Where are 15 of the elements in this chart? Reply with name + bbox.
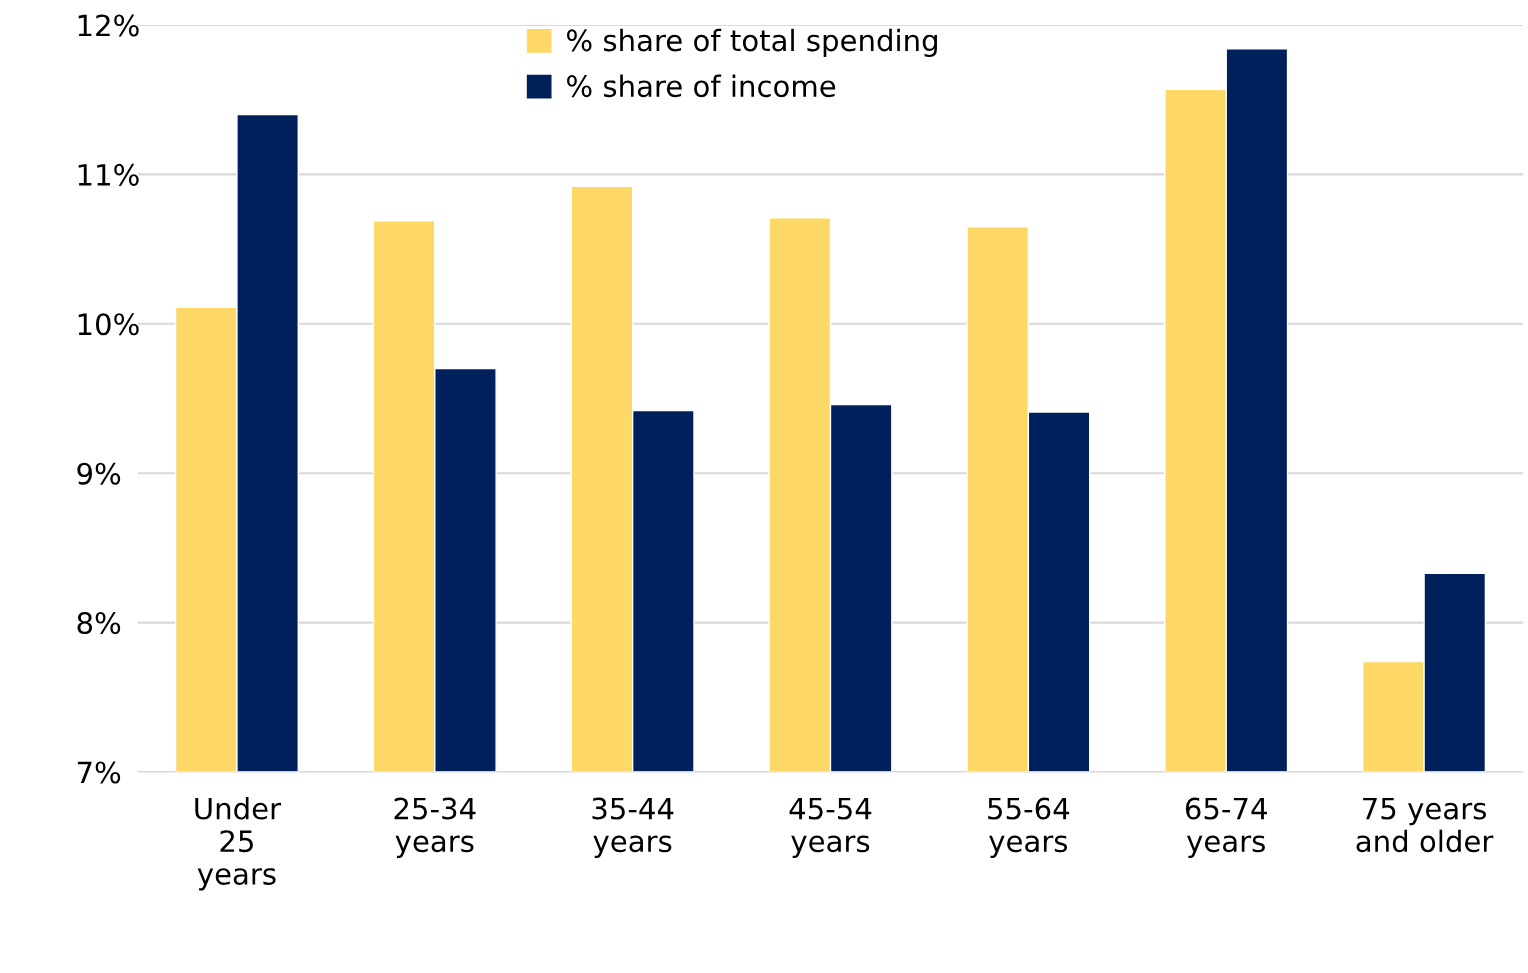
y-tick-label: 12%: [78, 14, 139, 37]
x-tick-label: 55-64 years: [988, 797, 1070, 858]
y-tick-label: 8%: [77, 612, 121, 635]
legend-label: % share of income: [567, 74, 836, 98]
x-tick-label: 25-34 years: [394, 797, 476, 858]
x-tick-label: 75 years and older: [1356, 797, 1494, 853]
legend-label: % share of total spending: [567, 28, 937, 58]
y-tick-label: 11%: [78, 163, 139, 186]
x-tick-label: 45-54 years: [789, 797, 872, 858]
y-tick-label: 9%: [77, 462, 121, 485]
y-tick-label: 7%: [77, 761, 121, 784]
x-tick-label: 35-44 years: [592, 797, 674, 858]
x-tick-label: 65-74 years: [1185, 797, 1267, 858]
x-tick-label: Under 25 years: [195, 797, 282, 891]
y-tick-label: 10%: [78, 313, 139, 336]
